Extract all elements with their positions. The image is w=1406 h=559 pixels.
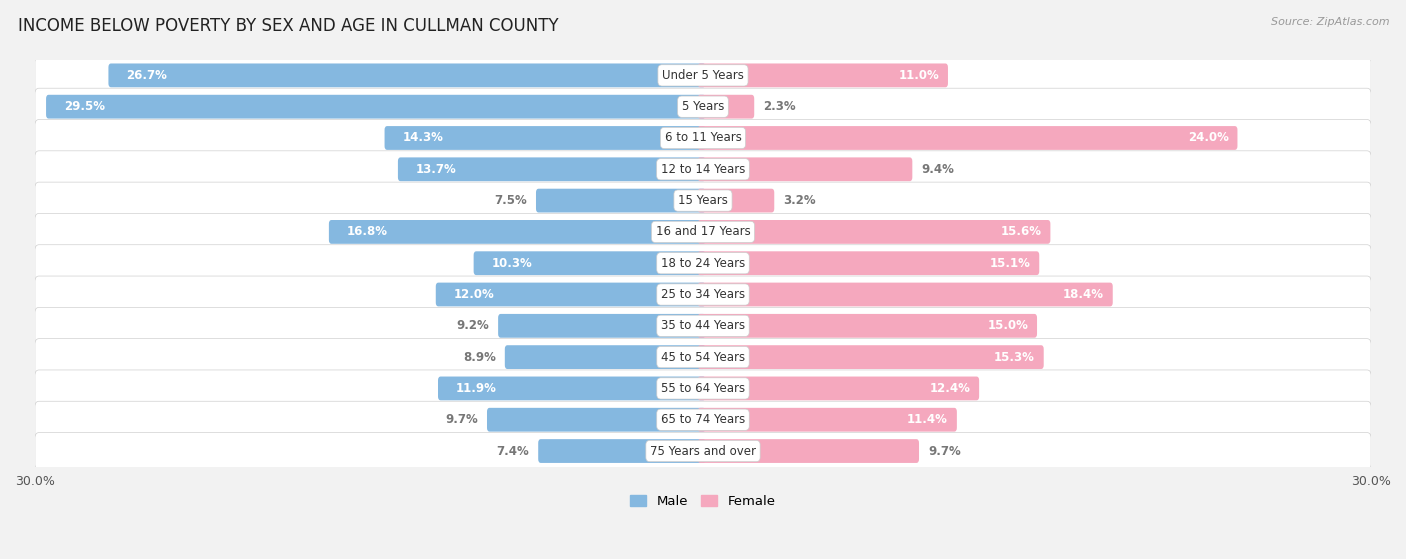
FancyBboxPatch shape	[697, 439, 920, 463]
Text: 18 to 24 Years: 18 to 24 Years	[661, 257, 745, 269]
FancyBboxPatch shape	[35, 276, 1371, 313]
FancyBboxPatch shape	[697, 377, 979, 400]
Text: 15.6%: 15.6%	[1001, 225, 1042, 238]
FancyBboxPatch shape	[35, 307, 1371, 344]
Text: 18.4%: 18.4%	[1063, 288, 1104, 301]
Text: 12 to 14 Years: 12 to 14 Years	[661, 163, 745, 176]
Text: 6 to 11 Years: 6 to 11 Years	[665, 131, 741, 144]
Text: INCOME BELOW POVERTY BY SEX AND AGE IN CULLMAN COUNTY: INCOME BELOW POVERTY BY SEX AND AGE IN C…	[18, 17, 560, 35]
Text: 24.0%: 24.0%	[1188, 131, 1229, 144]
Text: 75 Years and over: 75 Years and over	[650, 444, 756, 457]
Text: 2.3%: 2.3%	[763, 100, 796, 113]
Text: Under 5 Years: Under 5 Years	[662, 69, 744, 82]
FancyBboxPatch shape	[385, 126, 706, 150]
Text: 45 to 54 Years: 45 to 54 Years	[661, 350, 745, 363]
FancyBboxPatch shape	[398, 158, 706, 181]
Text: 10.3%: 10.3%	[492, 257, 533, 269]
FancyBboxPatch shape	[329, 220, 706, 244]
Text: 7.5%: 7.5%	[495, 194, 527, 207]
FancyBboxPatch shape	[35, 245, 1371, 282]
Text: 7.4%: 7.4%	[496, 444, 529, 457]
FancyBboxPatch shape	[697, 95, 754, 119]
Text: 12.4%: 12.4%	[929, 382, 970, 395]
Text: 25 to 34 Years: 25 to 34 Years	[661, 288, 745, 301]
FancyBboxPatch shape	[35, 339, 1371, 376]
FancyBboxPatch shape	[697, 189, 775, 212]
FancyBboxPatch shape	[108, 64, 706, 87]
FancyBboxPatch shape	[35, 57, 1371, 94]
FancyBboxPatch shape	[538, 439, 706, 463]
FancyBboxPatch shape	[486, 408, 706, 432]
FancyBboxPatch shape	[35, 370, 1371, 407]
Text: 3.2%: 3.2%	[783, 194, 815, 207]
FancyBboxPatch shape	[697, 314, 1038, 338]
FancyBboxPatch shape	[35, 433, 1371, 470]
Text: 15.1%: 15.1%	[990, 257, 1031, 269]
FancyBboxPatch shape	[498, 314, 706, 338]
Text: 11.4%: 11.4%	[907, 413, 948, 426]
Text: 15 Years: 15 Years	[678, 194, 728, 207]
FancyBboxPatch shape	[697, 283, 1112, 306]
Text: 55 to 64 Years: 55 to 64 Years	[661, 382, 745, 395]
Text: 65 to 74 Years: 65 to 74 Years	[661, 413, 745, 426]
FancyBboxPatch shape	[35, 120, 1371, 157]
Text: Source: ZipAtlas.com: Source: ZipAtlas.com	[1271, 17, 1389, 27]
FancyBboxPatch shape	[35, 214, 1371, 250]
FancyBboxPatch shape	[35, 151, 1371, 188]
Text: 11.0%: 11.0%	[898, 69, 939, 82]
Text: 9.4%: 9.4%	[921, 163, 955, 176]
Text: 9.2%: 9.2%	[457, 319, 489, 332]
Text: 15.3%: 15.3%	[994, 350, 1035, 363]
FancyBboxPatch shape	[505, 345, 706, 369]
Text: 12.0%: 12.0%	[454, 288, 495, 301]
FancyBboxPatch shape	[35, 182, 1371, 219]
FancyBboxPatch shape	[697, 252, 1039, 275]
Text: 9.7%: 9.7%	[928, 444, 960, 457]
Text: 16 and 17 Years: 16 and 17 Years	[655, 225, 751, 238]
Text: 9.7%: 9.7%	[446, 413, 478, 426]
Text: 26.7%: 26.7%	[127, 69, 167, 82]
Legend: Male, Female: Male, Female	[626, 490, 780, 513]
Text: 35 to 44 Years: 35 to 44 Years	[661, 319, 745, 332]
FancyBboxPatch shape	[697, 408, 957, 432]
FancyBboxPatch shape	[35, 88, 1371, 125]
FancyBboxPatch shape	[474, 252, 706, 275]
FancyBboxPatch shape	[536, 189, 706, 212]
Text: 29.5%: 29.5%	[63, 100, 105, 113]
Text: 8.9%: 8.9%	[463, 350, 496, 363]
Text: 15.0%: 15.0%	[987, 319, 1028, 332]
FancyBboxPatch shape	[46, 95, 706, 119]
FancyBboxPatch shape	[697, 220, 1050, 244]
Text: 14.3%: 14.3%	[402, 131, 443, 144]
Text: 13.7%: 13.7%	[416, 163, 457, 176]
FancyBboxPatch shape	[436, 283, 706, 306]
Text: 16.8%: 16.8%	[347, 225, 388, 238]
FancyBboxPatch shape	[439, 377, 706, 400]
FancyBboxPatch shape	[697, 158, 912, 181]
FancyBboxPatch shape	[697, 345, 1043, 369]
FancyBboxPatch shape	[697, 64, 948, 87]
FancyBboxPatch shape	[697, 126, 1237, 150]
FancyBboxPatch shape	[35, 401, 1371, 438]
Text: 11.9%: 11.9%	[456, 382, 496, 395]
Text: 5 Years: 5 Years	[682, 100, 724, 113]
